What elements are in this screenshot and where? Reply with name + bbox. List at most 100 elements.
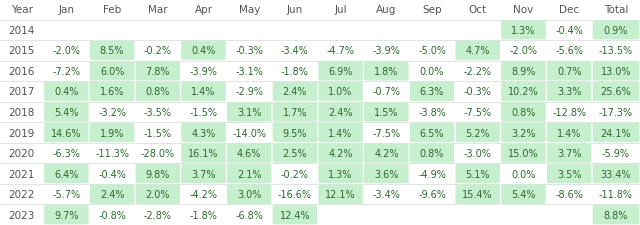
- Text: -2.9%: -2.9%: [236, 87, 263, 97]
- FancyBboxPatch shape: [593, 205, 639, 224]
- FancyBboxPatch shape: [90, 62, 134, 81]
- FancyBboxPatch shape: [90, 83, 134, 102]
- Text: 4.6%: 4.6%: [237, 148, 261, 158]
- FancyBboxPatch shape: [136, 164, 180, 183]
- Text: 0.0%: 0.0%: [420, 67, 444, 76]
- Text: -3.8%: -3.8%: [418, 108, 446, 117]
- FancyBboxPatch shape: [456, 42, 500, 61]
- Text: -2.0%: -2.0%: [52, 46, 81, 56]
- Text: 8.9%: 8.9%: [511, 67, 536, 76]
- FancyBboxPatch shape: [181, 42, 226, 61]
- Text: 2015: 2015: [8, 46, 35, 56]
- Text: 25.6%: 25.6%: [600, 87, 632, 97]
- FancyBboxPatch shape: [547, 62, 591, 81]
- Text: Jan: Jan: [58, 5, 74, 15]
- FancyBboxPatch shape: [319, 144, 363, 163]
- Text: 0.9%: 0.9%: [604, 26, 628, 36]
- Text: -0.2%: -0.2%: [281, 169, 309, 179]
- Text: -3.1%: -3.1%: [236, 67, 263, 76]
- Text: 14.6%: 14.6%: [51, 128, 82, 138]
- Text: 16.1%: 16.1%: [188, 148, 219, 158]
- Text: 6.5%: 6.5%: [420, 128, 444, 138]
- Text: 3.5%: 3.5%: [557, 169, 581, 179]
- FancyBboxPatch shape: [44, 103, 88, 122]
- Text: 0.4%: 0.4%: [54, 87, 79, 97]
- Text: -4.7%: -4.7%: [326, 46, 355, 56]
- FancyBboxPatch shape: [456, 185, 500, 204]
- FancyBboxPatch shape: [319, 103, 363, 122]
- FancyBboxPatch shape: [593, 123, 639, 142]
- FancyBboxPatch shape: [273, 205, 317, 224]
- FancyBboxPatch shape: [227, 164, 271, 183]
- Text: 1.7%: 1.7%: [283, 108, 307, 117]
- Text: Aug: Aug: [376, 5, 397, 15]
- Text: -1.5%: -1.5%: [189, 108, 218, 117]
- Text: -16.6%: -16.6%: [278, 189, 312, 199]
- Text: 3.3%: 3.3%: [557, 87, 581, 97]
- FancyBboxPatch shape: [319, 83, 363, 102]
- Text: -5.6%: -5.6%: [555, 46, 583, 56]
- Text: 6.0%: 6.0%: [100, 67, 124, 76]
- Text: 0.4%: 0.4%: [191, 46, 216, 56]
- FancyBboxPatch shape: [319, 123, 363, 142]
- Text: 0.8%: 0.8%: [420, 148, 444, 158]
- Text: -0.7%: -0.7%: [372, 87, 401, 97]
- FancyBboxPatch shape: [501, 21, 546, 40]
- FancyBboxPatch shape: [410, 144, 454, 163]
- Text: Dec: Dec: [559, 5, 579, 15]
- Text: 3.0%: 3.0%: [237, 189, 261, 199]
- Text: Oct: Oct: [468, 5, 487, 15]
- Text: -1.8%: -1.8%: [281, 67, 309, 76]
- Text: 2.4%: 2.4%: [328, 108, 353, 117]
- Text: 8.5%: 8.5%: [100, 46, 124, 56]
- Text: -13.5%: -13.5%: [599, 46, 633, 56]
- Text: 4.2%: 4.2%: [328, 148, 353, 158]
- FancyBboxPatch shape: [319, 185, 363, 204]
- FancyBboxPatch shape: [501, 62, 546, 81]
- Text: -0.2%: -0.2%: [144, 46, 172, 56]
- Text: 15.4%: 15.4%: [463, 189, 493, 199]
- Text: 2.0%: 2.0%: [145, 189, 170, 199]
- Text: 9.7%: 9.7%: [54, 210, 79, 220]
- FancyBboxPatch shape: [456, 123, 500, 142]
- Text: -1.5%: -1.5%: [144, 128, 172, 138]
- Text: -2.2%: -2.2%: [463, 67, 492, 76]
- Text: 2.4%: 2.4%: [100, 189, 124, 199]
- Text: Nov: Nov: [513, 5, 534, 15]
- FancyBboxPatch shape: [136, 185, 180, 204]
- Text: 2016: 2016: [8, 67, 35, 76]
- Text: 1.0%: 1.0%: [328, 87, 353, 97]
- Text: -6.8%: -6.8%: [236, 210, 263, 220]
- Text: Apr: Apr: [195, 5, 212, 15]
- Text: -0.3%: -0.3%: [464, 87, 492, 97]
- Text: 2022: 2022: [8, 189, 35, 199]
- FancyBboxPatch shape: [593, 164, 639, 183]
- FancyBboxPatch shape: [364, 103, 408, 122]
- Text: -7.5%: -7.5%: [372, 128, 401, 138]
- Text: 10.2%: 10.2%: [508, 87, 539, 97]
- Text: 5.2%: 5.2%: [465, 128, 490, 138]
- Text: -3.2%: -3.2%: [98, 108, 126, 117]
- FancyBboxPatch shape: [181, 83, 226, 102]
- FancyBboxPatch shape: [501, 144, 546, 163]
- FancyBboxPatch shape: [364, 164, 408, 183]
- FancyBboxPatch shape: [90, 42, 134, 61]
- Text: -3.4%: -3.4%: [372, 189, 400, 199]
- Text: 0.0%: 0.0%: [511, 169, 536, 179]
- Text: -3.0%: -3.0%: [464, 148, 492, 158]
- Text: -4.2%: -4.2%: [189, 189, 218, 199]
- Text: 2.4%: 2.4%: [283, 87, 307, 97]
- Text: 1.4%: 1.4%: [328, 128, 353, 138]
- FancyBboxPatch shape: [90, 123, 134, 142]
- Text: Jul: Jul: [334, 5, 347, 15]
- Text: 2021: 2021: [8, 169, 35, 179]
- Text: -11.8%: -11.8%: [599, 189, 633, 199]
- Text: 8.8%: 8.8%: [604, 210, 628, 220]
- FancyBboxPatch shape: [136, 62, 180, 81]
- FancyBboxPatch shape: [319, 164, 363, 183]
- FancyBboxPatch shape: [501, 123, 546, 142]
- Text: 9.8%: 9.8%: [145, 169, 170, 179]
- Text: 2020: 2020: [8, 148, 35, 158]
- Text: Feb: Feb: [103, 5, 121, 15]
- Text: 6.9%: 6.9%: [328, 67, 353, 76]
